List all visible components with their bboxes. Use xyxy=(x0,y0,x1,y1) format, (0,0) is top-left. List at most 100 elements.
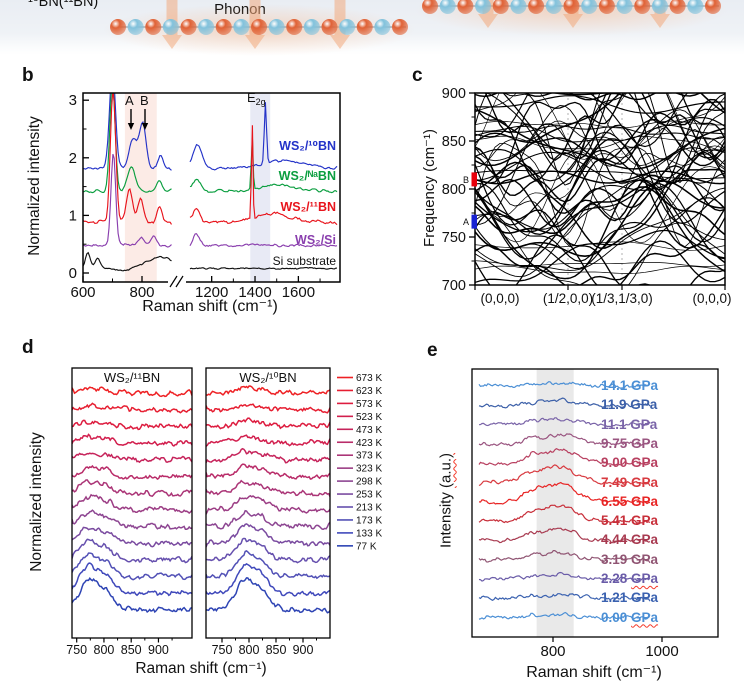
pressure-label: 5.41 GPa xyxy=(601,513,658,528)
nitrogen-atom-icon xyxy=(127,19,144,35)
panel-b-shaded-region xyxy=(124,93,157,282)
pressure-unit: GPa xyxy=(631,455,659,471)
boron-atom-icon xyxy=(251,19,267,35)
panel-d-trace xyxy=(72,493,192,514)
phonon-band xyxy=(475,147,725,183)
temperature-legend-item: 673 K xyxy=(356,373,382,384)
phonon-band xyxy=(475,186,725,236)
temperature-legend-item: 323 K xyxy=(356,464,382,475)
panel-e-trace xyxy=(478,481,651,505)
nitrogen-atom-icon xyxy=(268,19,285,35)
panel-c-x-tick: (0,0,0) xyxy=(692,291,731,306)
panel-d-trace xyxy=(72,526,192,548)
phonon-band xyxy=(475,93,725,167)
boron-atom-icon xyxy=(286,19,303,35)
panel-b-trace xyxy=(189,233,338,248)
pressure-label: 6.55 GPa xyxy=(601,494,658,509)
pressure-label: 4.44 GPa xyxy=(601,532,658,547)
panel-d-trace xyxy=(206,494,330,515)
panel-e-trace xyxy=(478,433,651,447)
e2g-subscript: 2g xyxy=(255,97,266,107)
temperature-legend-item: 298 K xyxy=(356,477,382,488)
temperature-legend-item: 133 K xyxy=(356,528,382,539)
series-label-ws2-nabn: WS₂/ᴺᵃBN xyxy=(278,169,336,183)
nitrogen-atom-icon xyxy=(198,19,215,35)
panel-d-x-tick: 800 xyxy=(239,643,260,657)
nitrogen-atom-icon xyxy=(303,19,320,35)
pressure-value: 14.1 xyxy=(601,378,632,393)
nitrogen-atom-icon xyxy=(581,0,598,14)
panel-c-y-tick: 900 xyxy=(442,86,466,102)
panel-d-trace xyxy=(72,464,192,481)
phonon-schematic xyxy=(103,0,728,56)
panel-d-trace xyxy=(206,562,330,597)
panel-d-trace xyxy=(206,385,330,396)
pressure-value: 0.00 xyxy=(601,609,632,625)
panel-e-trace xyxy=(478,417,651,428)
panel-e-y-title-main: Intensity xyxy=(437,488,455,549)
boron-atom-icon xyxy=(215,19,232,35)
phonon-band xyxy=(475,105,725,170)
pressure-label: 3.19 GPa xyxy=(601,552,658,567)
phonon-band xyxy=(475,179,725,280)
boron-atom-icon xyxy=(145,19,162,35)
pressure-label: 7.49 GPa xyxy=(601,475,658,490)
panel-e-x-axis-title: Raman shift (cm⁻¹) xyxy=(526,664,662,681)
boron-atom-icon xyxy=(110,19,126,35)
panel-d-x-tick: 750 xyxy=(66,643,87,657)
mode-marker-a xyxy=(471,214,477,229)
pressure-unit: GPa xyxy=(631,378,659,393)
mode-marker-label: B xyxy=(463,175,469,185)
panel-b-x-tick: 1400 xyxy=(238,284,271,301)
phonon-band xyxy=(475,138,725,249)
panel-d-trace xyxy=(72,562,192,597)
panel-letter-c: c xyxy=(412,65,423,86)
panel-b-y-tick: 1 xyxy=(69,207,77,224)
pressure-label: 2.28 GPa xyxy=(601,571,658,586)
panel-d-trace xyxy=(72,433,192,447)
pressure-unit: GPa xyxy=(631,551,659,567)
panel-d-x-tick: 850 xyxy=(121,643,142,657)
panel-d-x-axis-title: Raman shift (cm⁻¹) xyxy=(135,660,267,677)
nitrogen-atom-icon xyxy=(475,0,492,14)
pressure-unit: GPa xyxy=(630,397,658,413)
boron-atom-icon xyxy=(356,19,373,35)
temperature-legend-item: 523 K xyxy=(356,412,382,423)
pressure-label: 1.21 GPa xyxy=(601,590,658,605)
phonon-band xyxy=(475,101,725,191)
nitrogen-atom-icon xyxy=(439,0,456,14)
phonon-band xyxy=(475,93,688,148)
pressure-value: 6.55 xyxy=(601,493,632,509)
panel-b-x-tick: 600 xyxy=(70,284,95,301)
phonon-band xyxy=(475,120,725,129)
panel-c-chart: 700 750 800 850 900 (0,0,0) (1/2,0,0)(1/3,1/3,… xyxy=(442,86,732,306)
pressure-value: 5.41 xyxy=(601,513,632,529)
panel-e-trace xyxy=(478,380,651,389)
panel-d-trace xyxy=(206,577,330,614)
panel-d-plot-frame xyxy=(71,367,193,639)
panel-d-trace xyxy=(206,417,330,430)
panel-c-y-tick: 750 xyxy=(442,230,466,246)
pressure-value: 4.44 xyxy=(601,532,632,548)
panel-e-trace xyxy=(478,571,651,582)
panel-d-x-tick: 800 xyxy=(94,643,115,657)
panel-d-trace xyxy=(72,577,192,614)
boron-atom-icon xyxy=(669,0,686,14)
pressure-value: 11.9 xyxy=(601,397,631,413)
phonon-band xyxy=(475,265,725,274)
panel-b-x-tick: 1200 xyxy=(195,284,228,301)
panel-b-y-axis-title: Normalized intensity xyxy=(26,116,43,256)
panel-d-x-tick: 850 xyxy=(266,643,287,657)
panel-b-trace xyxy=(83,93,172,225)
panel-d-trace xyxy=(206,447,330,464)
pressure-unit: GPa xyxy=(631,474,659,490)
boron-atom-icon xyxy=(598,0,615,14)
phonon-band xyxy=(484,93,725,161)
boron-atom-icon xyxy=(563,0,580,14)
phonon-band xyxy=(475,161,725,249)
nitrogen-atom-icon xyxy=(545,0,562,14)
panel-e-trace xyxy=(478,593,651,602)
panel-d-trace xyxy=(206,550,330,580)
